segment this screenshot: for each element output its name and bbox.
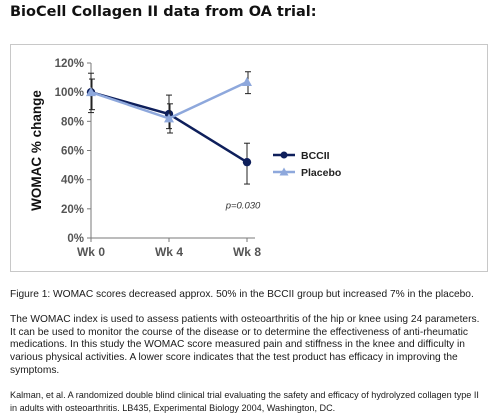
figure-caption: Figure 1: WOMAC scores decreased approx.… — [10, 289, 474, 300]
x-tick-label: Wk 0 — [77, 245, 105, 259]
citation-line: in adults with osteoarthritis. LB435, Ex… — [10, 402, 336, 413]
x-tick-label: Wk 4 — [155, 245, 183, 259]
y-tick-label: 40% — [61, 175, 84, 187]
citation-line: Kalman, et al. A randomized double blind… — [10, 390, 479, 400]
paragraph-line: symptoms. — [10, 364, 60, 376]
paragraph-line: The WOMAC index is used to assess patien… — [10, 314, 480, 325]
page-title: BioCell Collagen II data from OA trial: — [10, 4, 317, 20]
paragraph-line: It can be used to monitor the course of … — [10, 326, 468, 338]
data-point-bccii — [242, 157, 252, 167]
paragraph-line: medications. In this study the WOMAC sco… — [10, 339, 465, 351]
legend-marker — [279, 167, 289, 176]
data-point-placebo — [242, 76, 252, 86]
data-point-placebo — [86, 87, 96, 97]
citation: Kalman, et al. A randomized double blind… — [10, 389, 494, 414]
y-tick-label: 100% — [55, 87, 84, 99]
paragraph-line: various physical activities. A lower sco… — [10, 352, 458, 364]
data-point-placebo — [164, 113, 174, 123]
y-axis-title: WOMAC % change — [29, 90, 44, 211]
y-tick-label: 120% — [55, 58, 84, 70]
x-tick-label: Wk 8 — [233, 245, 261, 259]
legend-marker — [280, 151, 288, 159]
legend-label: BCCII — [301, 150, 330, 162]
y-tick-label: 80% — [61, 116, 84, 128]
y-tick-label: 0% — [67, 233, 84, 245]
womac-line-chart: 0% 20% 40% 60% 80% 100% 120% Wk 0 Wk 4 Wk 8 WOMAC … — [29, 58, 341, 259]
legend-label: Placebo — [301, 167, 341, 179]
y-tick-label: 60% — [61, 146, 84, 158]
description-paragraph: The WOMAC index is used to assess patien… — [10, 314, 492, 378]
y-tick-label: 20% — [61, 204, 84, 216]
p-value-annotation: p=0.030 — [225, 200, 261, 211]
chart-container: 0% 20% 40% 60% 80% 100% 120% Wk 0 Wk 4 Wk 8 WOMAC … — [10, 44, 488, 272]
